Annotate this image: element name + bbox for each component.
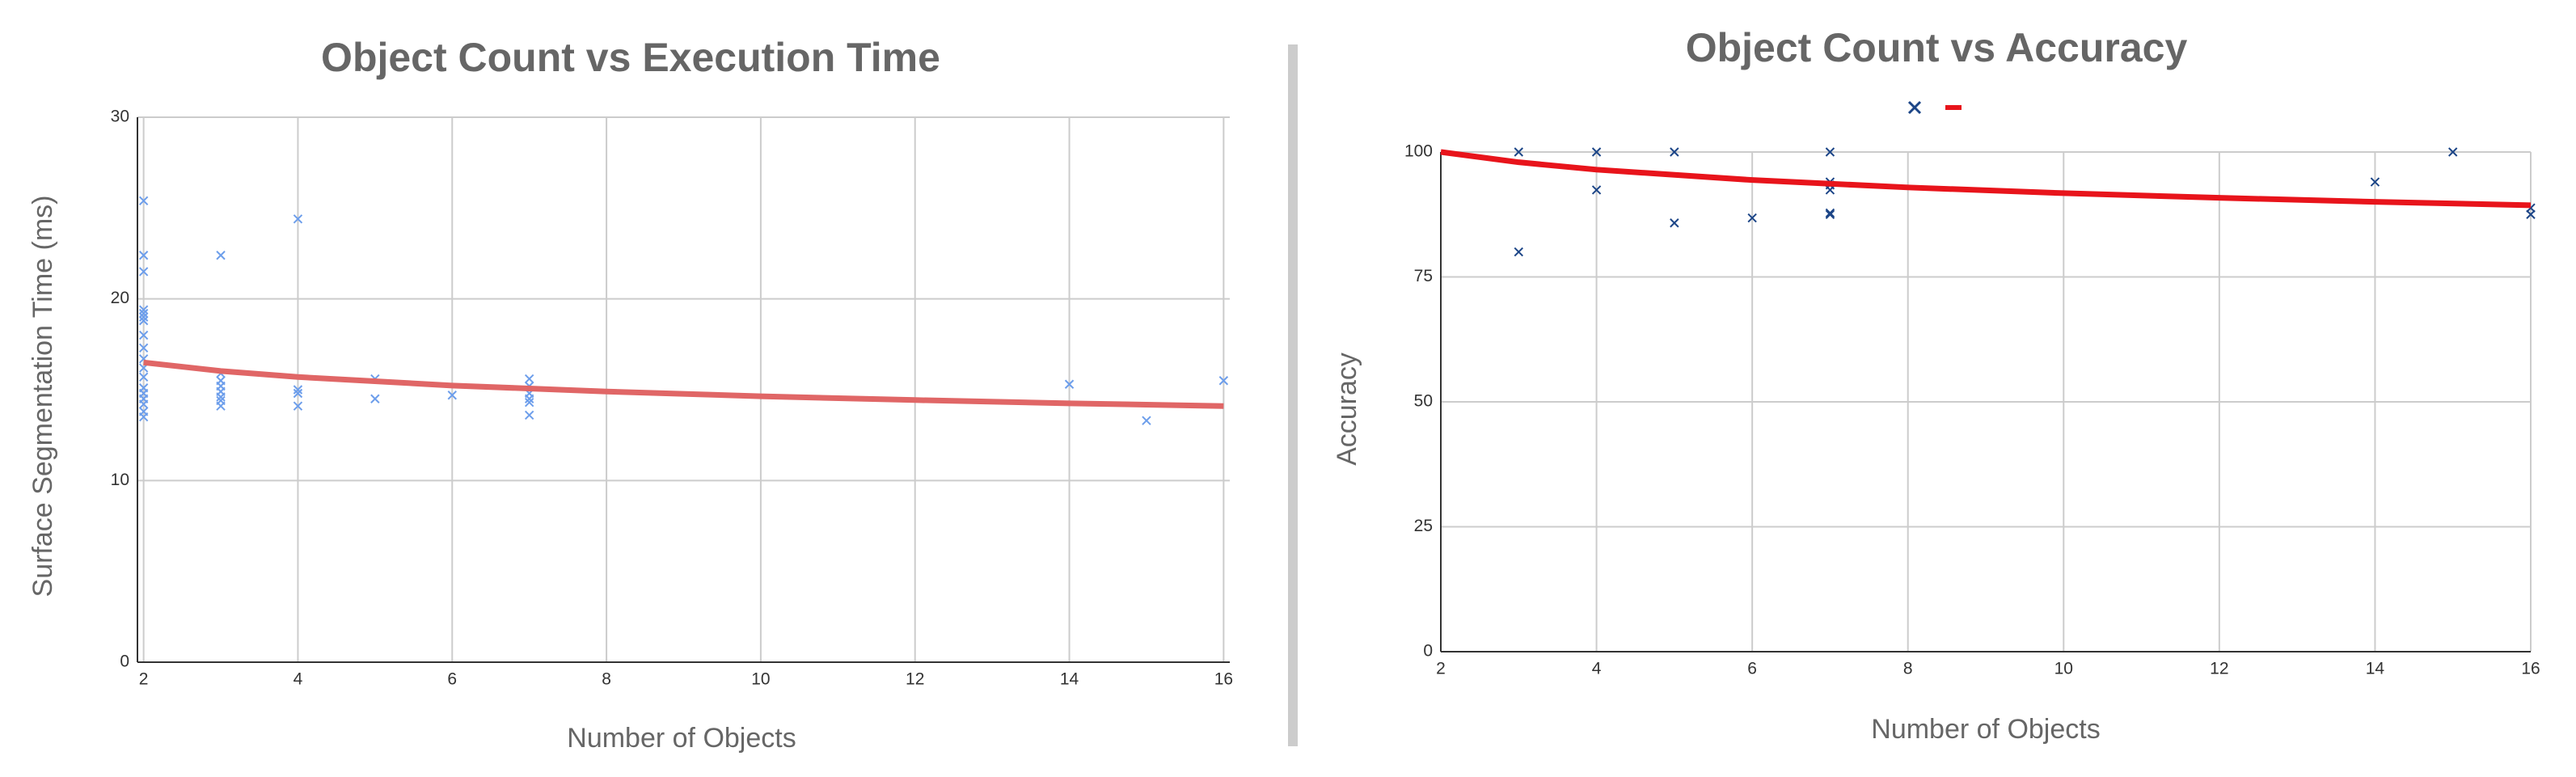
point bbox=[1142, 416, 1151, 425]
x-tick-label: 8 bbox=[602, 670, 611, 689]
x-tick-label: 16 bbox=[1214, 670, 1233, 689]
point bbox=[138, 343, 149, 353]
point bbox=[1825, 185, 1835, 195]
x-tick-label: 2 bbox=[139, 670, 149, 689]
y-tick-label: 10 bbox=[111, 471, 129, 489]
point bbox=[524, 398, 534, 408]
point bbox=[138, 312, 149, 322]
x-tick-label: 16 bbox=[2521, 660, 2540, 678]
point bbox=[138, 330, 149, 340]
trend-line bbox=[1440, 149, 2532, 209]
point bbox=[524, 374, 534, 384]
chart-title: Object Count vs Execution Time bbox=[321, 35, 940, 80]
y-tick-label: 20 bbox=[111, 289, 129, 307]
chart-title: Object Count vs Accuracy bbox=[1686, 25, 2188, 70]
point bbox=[138, 251, 149, 260]
divider bbox=[1288, 44, 1298, 746]
x-tick-label: 8 bbox=[1903, 660, 1913, 678]
point bbox=[2448, 147, 2458, 157]
y-tick-label: 30 bbox=[111, 108, 129, 126]
x-tick-label: 12 bbox=[906, 670, 924, 689]
y-tick-label: 0 bbox=[1423, 642, 1433, 661]
point bbox=[138, 315, 149, 326]
point bbox=[1825, 147, 1835, 157]
point bbox=[138, 412, 149, 422]
point bbox=[216, 392, 226, 402]
point bbox=[1218, 376, 1229, 386]
point bbox=[2370, 177, 2380, 187]
x-tick-label: 6 bbox=[447, 670, 457, 689]
point bbox=[138, 308, 149, 319]
point bbox=[216, 401, 226, 411]
trend-line bbox=[143, 359, 1224, 409]
point bbox=[1064, 379, 1075, 389]
point bbox=[1514, 147, 1523, 157]
point bbox=[2526, 209, 2536, 219]
point bbox=[1825, 208, 1835, 218]
y-tick-label: 100 bbox=[1404, 142, 1433, 161]
x-axis-label: Number of Objects bbox=[1871, 714, 2100, 745]
x-tick-label: 14 bbox=[2366, 660, 2385, 678]
y-tick-label: 75 bbox=[1414, 267, 1433, 285]
legend-marker bbox=[1907, 100, 1922, 115]
point bbox=[138, 399, 149, 409]
point bbox=[524, 410, 534, 420]
point bbox=[524, 394, 534, 403]
point bbox=[370, 394, 380, 403]
x-tick-label: 14 bbox=[1060, 670, 1079, 689]
y-tick-label: 0 bbox=[120, 652, 129, 671]
point bbox=[1747, 213, 1757, 223]
point bbox=[1591, 185, 1602, 195]
y-tick-label: 25 bbox=[1414, 517, 1433, 535]
point bbox=[1825, 209, 1835, 219]
point bbox=[216, 251, 226, 260]
point bbox=[293, 214, 303, 224]
x-tick-label: 10 bbox=[751, 670, 770, 689]
x-tick-label: 4 bbox=[1592, 660, 1602, 678]
point bbox=[138, 372, 149, 382]
point bbox=[138, 305, 149, 315]
y-tick-label: 50 bbox=[1414, 392, 1433, 411]
point bbox=[1670, 218, 1679, 228]
point bbox=[293, 388, 303, 399]
x-tick-label: 2 bbox=[1436, 660, 1446, 678]
x-tick-label: 6 bbox=[1747, 660, 1757, 678]
point bbox=[293, 385, 303, 395]
x-tick-label: 4 bbox=[293, 670, 303, 689]
y-axis-label: Surface Segmentation Time (ms) bbox=[27, 196, 58, 598]
x-tick-label: 10 bbox=[2054, 660, 2073, 678]
point bbox=[138, 196, 149, 206]
x-axis-label: Number of Objects bbox=[567, 723, 796, 754]
y-axis-label: Accuracy bbox=[1332, 353, 1362, 466]
point bbox=[1514, 247, 1523, 257]
point bbox=[1670, 147, 1679, 157]
x-tick-label: 12 bbox=[2210, 660, 2228, 678]
point bbox=[447, 391, 457, 400]
point bbox=[293, 401, 303, 411]
point bbox=[138, 267, 149, 277]
point bbox=[1591, 147, 1602, 157]
